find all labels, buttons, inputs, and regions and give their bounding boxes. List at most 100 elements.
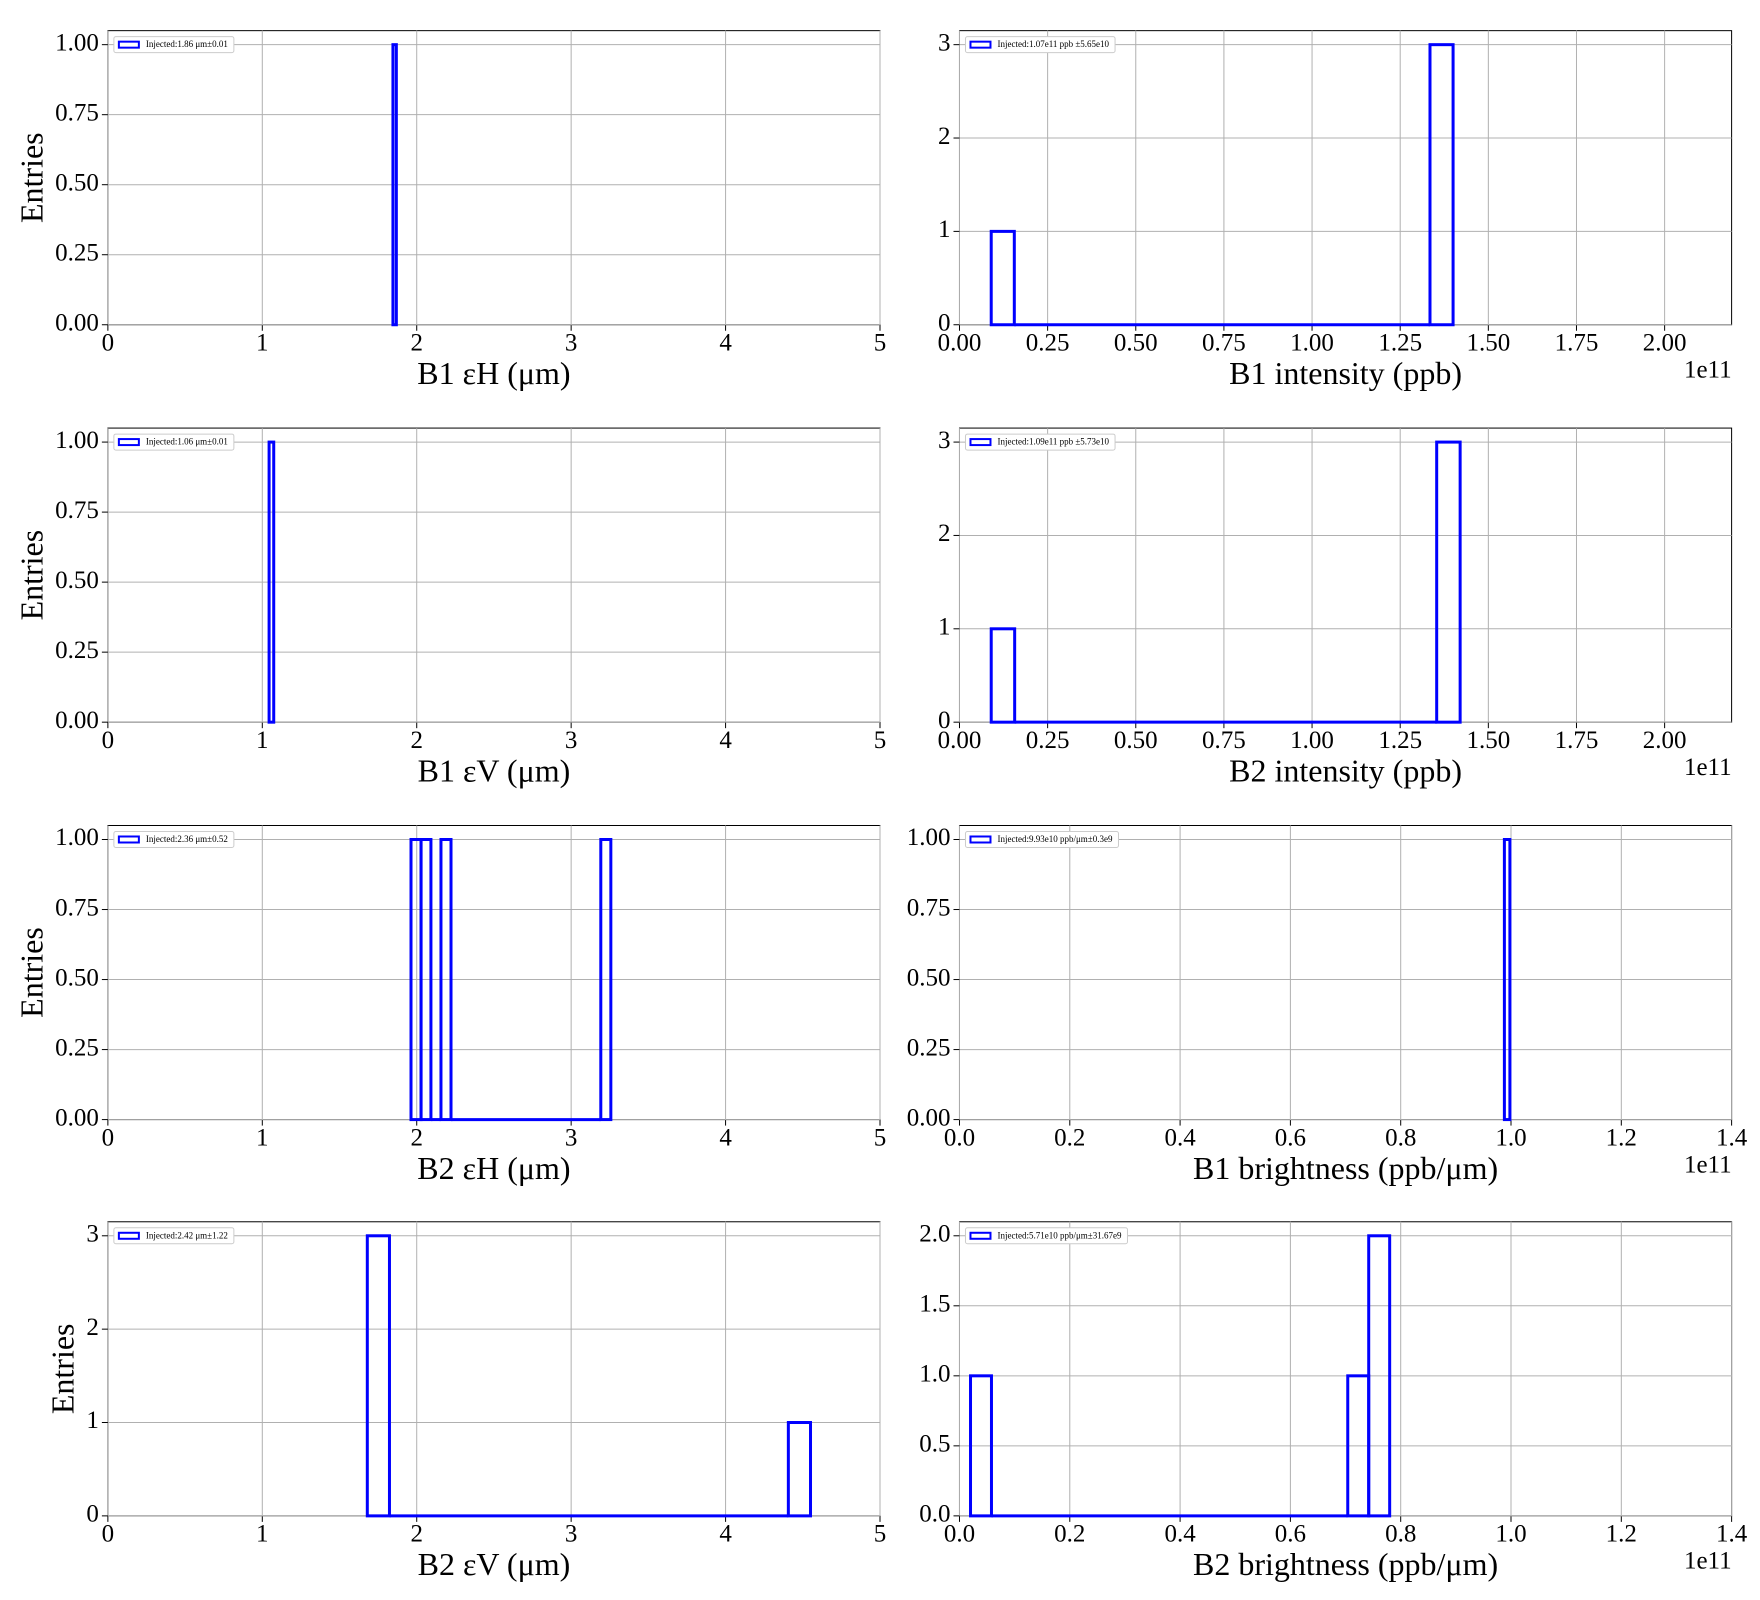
x-tick-label: 1.0 [1495,1521,1526,1548]
legend-box [964,1227,1128,1245]
x-tick-label: 1 [256,727,269,754]
x-tick-label: 5 [874,727,887,754]
legend-swatch [969,40,992,49]
plot-area: 0.0 0.2 0.4 0.6 0.8 1.0 1.2 1.4 0.00 0.25 0.50 0.75… [907,824,1748,1186]
legend-swatch [969,438,992,447]
x-tick-label: 2.00 [1643,727,1687,754]
x-tick-label: 0.50 [1114,727,1158,754]
hist-bin [1367,1234,1392,1518]
x-tick-label: 0.25 [1026,329,1070,356]
x-tick-label: 4 [719,727,732,754]
x-tick-label: 1.00 [1290,329,1334,356]
x-axis-label: B1 εV (μm) [418,753,571,789]
legend-swatch [117,1231,140,1240]
y-tick-label: 0.75 [907,894,951,921]
hist-bin [1428,43,1455,327]
plot-area: 0.00 0.25 0.50 0.75 1.00 1.25 1.50 1.75 2.00 0 1 2 3… [938,427,1733,789]
x-tick-label: 1 [256,1521,269,1548]
x-tick-label: 1.50 [1466,727,1510,754]
legend-label: Injected:1.07e11 ppb ±5.65e10 [997,39,1109,49]
x-tick-label: 0.4 [1164,1124,1196,1151]
x-tick-label: 1.75 [1555,727,1599,754]
y-tick-label: 0.75 [55,99,99,126]
legend-label: Injected:1.06 μm±0.01 [146,437,228,447]
y-tick-label: 0.50 [55,169,99,196]
x-tick-label: 1.0 [1495,1124,1526,1151]
legend-label: Injected:1.09e11 ppb ±5.73e10 [997,437,1109,447]
hist-bin [267,440,276,724]
legend-label: Injected:1.86 μm±0.01 [146,39,228,49]
x-tick-label: 1.2 [1606,1124,1637,1151]
hist-bin [1435,440,1462,724]
y-tick-label: 1 [938,614,951,641]
plot-frame [958,427,1733,723]
x-tick-label: 2 [410,1521,423,1548]
y-tick-label: 0.25 [55,1034,99,1061]
x-tick-label: 0 [102,727,115,754]
y-tick-label: 1.0 [919,1361,950,1388]
x-tick-label: 1 [256,329,269,356]
x-axis-label: B2 intensity (ppb) [1229,753,1462,789]
x-tick-label: 0 [102,329,115,356]
x-tick-label: 0 [102,1521,115,1548]
y-tick-label: 3 [938,29,951,56]
y-tick-label: 0.0 [919,1501,950,1528]
legend-label: Injected:9.93e10 ppb/μm±0.3e9 [997,834,1112,844]
x-tick-label: 4 [719,1521,732,1548]
y-tick-label: 2 [86,1314,99,1341]
x-tick-label: 2 [410,1124,423,1151]
x-tick-label: 5 [874,329,887,356]
x-offset-label: 1e11 [1684,356,1732,383]
legend-swatch [117,40,140,49]
x-tick-label: 1.2 [1606,1521,1637,1548]
legend-swatch [969,1231,992,1240]
y-tick-label: 0.5 [919,1431,950,1458]
x-tick-label: 4 [719,1124,732,1151]
legend-box [113,433,235,451]
y-tick-label: 1 [86,1407,99,1434]
legend-label: Injected:2.42 μm±1.22 [146,1230,228,1240]
plot-area: 0 1 2 3 4 5 0.00 0.25 0.50 0.75 1.00 Injected:1.06 … [13,427,886,789]
legend-box [113,830,235,848]
x-tick-label: 4 [719,329,732,356]
y-tick-label: 2 [938,520,951,547]
x-tick-label: 0.2 [1054,1124,1085,1151]
legend-box [113,1227,235,1245]
hist-bin [391,43,398,327]
plot-area: 0 1 2 3 4 5 0 1 2 3 Injected:2.42 μm±1.22 B2 εV (μm… [45,1221,887,1583]
x-tick-label: 3 [565,1521,578,1548]
y-axis-label: Entries [13,927,49,1018]
x-tick-label: 1.75 [1555,329,1599,356]
y-tick-label: 0 [86,1501,99,1528]
y-axis-label: Entries [45,1324,81,1415]
x-tick-label: 1.4 [1716,1521,1748,1548]
y-tick-label: 0.25 [907,1034,951,1061]
x-tick-label: 0.25 [1026,727,1070,754]
x-tick-label: 2 [410,727,423,754]
x-tick-label: 0 [102,1124,115,1151]
x-offset-label: 1e11 [1684,1151,1732,1178]
x-tick-label: 1.50 [1466,329,1510,356]
plot-frame [107,1221,881,1517]
y-tick-label: 0.75 [55,894,99,921]
x-axis-label: B1 intensity (ppb) [1229,355,1462,391]
x-tick-label: 0.8 [1385,1521,1416,1548]
x-tick-label: 0.0 [944,1124,975,1151]
y-tick-label: 0.25 [55,637,99,664]
x-tick-label: 1 [256,1124,269,1151]
x-tick-label: 1.00 [1290,727,1334,754]
hist-bin [989,627,1017,724]
legend-box [113,36,235,54]
x-tick-label: 1.25 [1378,329,1422,356]
plot-area: 0.00 0.25 0.50 0.75 1.00 1.25 1.50 1.75 2.00 0 1 2 3… [938,29,1733,391]
plot-frame [107,427,881,723]
x-tick-label: 0.6 [1275,1521,1306,1548]
plot-frame [107,824,881,1121]
plot-area: 0.0 0.2 0.4 0.6 0.8 1.0 1.2 1.4 0.0 0.5 1.0 1.5 2.0 I… [919,1221,1748,1583]
x-tick-label: 2.00 [1643,329,1687,356]
hist-bin [969,1374,993,1518]
plot-frame [958,824,1733,1121]
y-tick-label: 1.00 [55,29,99,56]
x-tick-label: 0.6 [1275,1124,1306,1151]
